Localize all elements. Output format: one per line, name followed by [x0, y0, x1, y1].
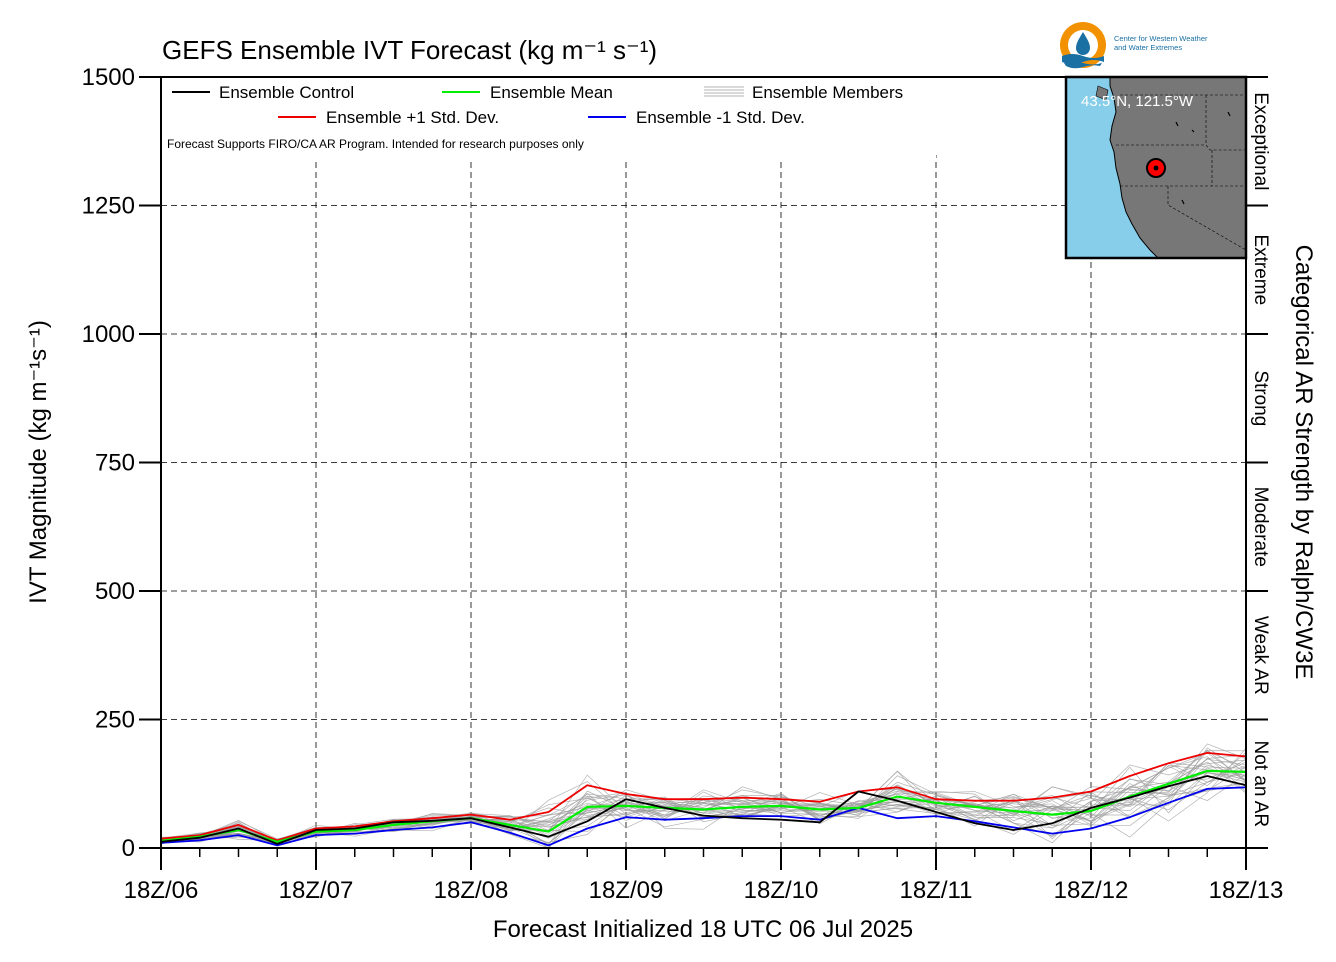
category-label-0: Not an AR [1250, 740, 1271, 827]
legend-plus-std: Ensemble +1 Std. Dev. [326, 108, 499, 127]
x-tick-label-2: 18Z/08 [434, 877, 509, 904]
ensemble-member-line-5 [161, 761, 1246, 842]
series-line-ensemble-control [161, 775, 1246, 845]
right-axis-label: Categorical AR Strength by Ralph/CW3E [1290, 245, 1317, 680]
ensemble-member-line-11 [161, 743, 1246, 844]
category-label-5: Exceptional [1250, 92, 1271, 190]
ensemble-member-line-8 [161, 766, 1246, 842]
y-axis-label: IVT Magnitude (kg m⁻¹s⁻¹) [25, 320, 52, 604]
legend: Ensemble Control Ensemble Mean Ensemble … [166, 80, 936, 158]
x-axis: 18Z/06 18Z/07 18Z/08 18Z/09 18Z/10 18Z/11 18Z/… [124, 848, 1284, 904]
map-land [1109, 77, 1246, 258]
y-tick-label-0: 0 [122, 835, 135, 862]
inset-location-map: 43.5°N, 121.5°W [1064, 75, 1248, 260]
ensemble-member-line-7 [161, 756, 1246, 842]
ensemble-member-line-21 [161, 772, 1246, 848]
map-coordinates: 43.5°N, 121.5°W [1081, 93, 1194, 110]
ensemble-member-line-3 [161, 764, 1246, 845]
legend-members: Ensemble Members [752, 83, 903, 102]
category-label-3: Strong [1250, 370, 1271, 426]
chart-title: GEFS Ensemble IVT Forecast (kg m⁻¹ s⁻¹) [162, 35, 657, 65]
logo-line-1: Center for Western Weather [1114, 34, 1208, 43]
x-tick-label-5: 18Z/11 [900, 877, 973, 904]
x-tick-label-1: 18Z/07 [279, 877, 354, 904]
y-tick-label-2: 500 [95, 578, 135, 605]
ensemble-member-line-12 [161, 773, 1246, 847]
category-label-4: Extreme [1250, 234, 1271, 305]
category-label-1: Weak AR [1250, 616, 1271, 695]
y-tick-label-3: 750 [95, 450, 135, 477]
category-label-2: Moderate [1250, 487, 1271, 567]
y-axis: 0 250 500 750 1000 1250 1500 [82, 64, 161, 862]
x-tick-label-3: 18Z/09 [589, 877, 664, 904]
series-line-ensemble-1-std-dev- [161, 752, 1246, 842]
ensemble-member-line-29 [161, 752, 1246, 845]
research-note: Forecast Supports FIRO/CA AR Program. In… [167, 137, 584, 151]
logo-line-2: and Water Extremes [1114, 43, 1182, 52]
series-line-ensemble-mean [161, 769, 1246, 843]
x-tick-label-4: 18Z/10 [744, 877, 819, 904]
map-frame [1064, 75, 1248, 260]
x-tick-label-7: 18Z/13 [1209, 877, 1284, 904]
x-tick-label-0: 18Z/06 [124, 877, 199, 904]
x-axis-label: Forecast Initialized 18 UTC 06 Jul 2025 [493, 916, 913, 943]
series-line-ensemble-1-std-dev- [161, 786, 1246, 847]
ensemble-member-line-9 [161, 749, 1246, 842]
legend-minus-std: Ensemble -1 Std. Dev. [636, 108, 805, 127]
category-axis: Not an AR Weak AR Moderate Strong Extreme Exc… [1246, 76, 1271, 849]
y-tick-label-1: 250 [95, 707, 135, 734]
y-tick-label-6: 1500 [82, 64, 135, 91]
ensemble-series [161, 752, 1246, 847]
ensemble-member-line-16 [161, 758, 1246, 845]
x-tick-label-6: 18Z/12 [1054, 877, 1129, 904]
cw3e-logo: Center for Western Weather and Water Ext… [1060, 22, 1208, 69]
legend-mean: Ensemble Mean [490, 83, 613, 102]
water-drop-icon [1076, 32, 1090, 55]
legend-swatch-members [704, 86, 744, 97]
ensemble-member-line-2 [161, 766, 1246, 846]
grid-lines [161, 155, 1246, 848]
ensemble-member-line-20 [161, 762, 1246, 843]
y-tick-label-5: 1250 [82, 193, 135, 220]
legend-control: Ensemble Control [219, 83, 354, 102]
y-tick-label-4: 1000 [82, 321, 135, 348]
ensemble-member-line-18 [161, 754, 1246, 841]
